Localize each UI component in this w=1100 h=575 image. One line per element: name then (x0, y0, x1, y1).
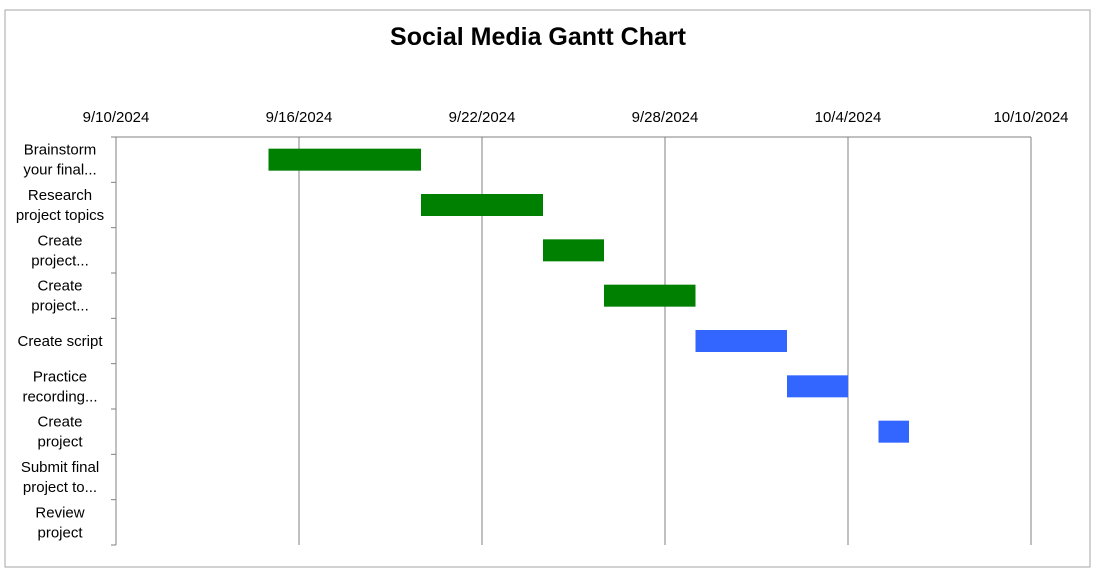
task-label: your final... (23, 162, 96, 179)
task-bar (268, 148, 421, 171)
x-tick-label: 10/4/2024 (815, 109, 882, 126)
task-label: recording... (22, 388, 97, 405)
task-bar (695, 330, 787, 352)
task-label: Brainstorm (24, 142, 97, 159)
task-label: project (37, 524, 83, 541)
task-bars (268, 148, 909, 443)
axes (111, 136, 1031, 546)
task-label: Submit final (21, 459, 99, 476)
task-bar (421, 194, 543, 216)
x-tick-labels: 9/10/2024 9/16/2024 9/22/2024 9/28/2024 10/4… (83, 109, 1069, 126)
task-label: Create script (17, 333, 103, 350)
task-bar (604, 284, 696, 307)
task-label: Create (37, 232, 82, 249)
task-bar (878, 420, 909, 443)
task-label: Review (35, 504, 84, 521)
task-label: project... (31, 298, 89, 315)
task-bar (787, 375, 848, 398)
x-tick-label: 10/10/2024 (993, 109, 1068, 126)
task-label: project topics (16, 207, 104, 224)
task-label: Create (37, 414, 82, 431)
task-label: Research (28, 187, 92, 204)
x-tick-label: 9/10/2024 (83, 109, 150, 126)
x-tick-label: 9/28/2024 (632, 109, 699, 126)
task-label: project (37, 434, 83, 451)
task-bar (543, 239, 604, 262)
x-tick-label: 9/16/2024 (266, 109, 333, 126)
task-label: Practice (33, 368, 87, 385)
task-label: Create (37, 278, 82, 295)
task-label: project to... (23, 479, 97, 496)
chart-border (4, 9, 1091, 568)
chart-title: Social Media Gantt Chart (390, 23, 687, 51)
x-tick-label: 9/22/2024 (449, 109, 516, 126)
task-label: project... (31, 252, 89, 269)
task-labels: Brainstorm your final... Research project t… (16, 142, 104, 542)
